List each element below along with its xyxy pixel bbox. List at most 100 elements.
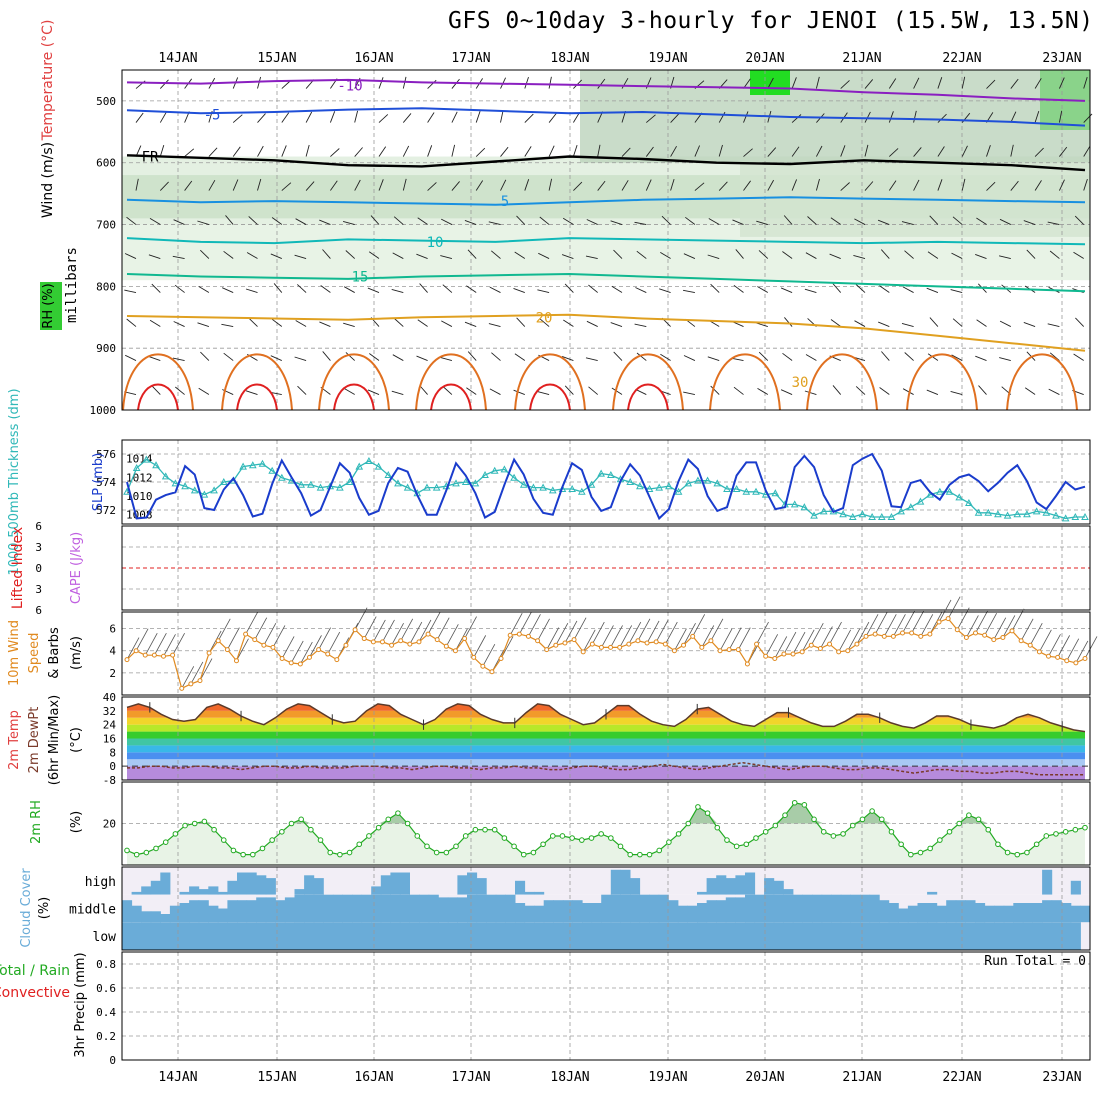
cloud-bar-middle — [1061, 903, 1072, 923]
cloud-bar-middle — [553, 900, 564, 923]
cloud-bar-middle — [380, 894, 391, 923]
wind-barb — [148, 254, 161, 259]
thickness-point — [665, 482, 673, 490]
cloud-bar-low — [773, 922, 784, 950]
wind-barb — [782, 352, 793, 361]
wind10-point — [443, 643, 449, 649]
rh2m-point — [462, 833, 469, 839]
ylabel-temperature: Temperature (°C) — [40, 20, 56, 142]
wind-barb — [1075, 317, 1085, 327]
wind-barb — [1073, 251, 1084, 259]
thickness-point — [868, 512, 876, 520]
rh2m-point — [849, 822, 856, 829]
wind-barb — [466, 387, 477, 395]
wind-barb — [597, 180, 606, 191]
rh2m-point — [588, 835, 595, 841]
wind10-barb — [883, 614, 897, 637]
rh2m-line — [126, 802, 1086, 856]
wind10-barb — [756, 621, 769, 645]
wind-barb — [475, 180, 484, 191]
cloud-bar-low — [984, 922, 995, 950]
cloud-bar-low — [390, 922, 401, 950]
wind10-point — [973, 630, 979, 636]
cloud-bar-high — [198, 889, 209, 895]
rh2m-point — [433, 849, 440, 856]
rh2m-point — [666, 839, 672, 845]
wind-barb — [126, 318, 137, 327]
rh2m-point — [414, 833, 421, 839]
rh2m-point — [317, 837, 324, 843]
wind10-barb — [518, 611, 532, 635]
wind10-tick-label: 4 — [109, 645, 116, 658]
wind-barb — [1047, 221, 1060, 225]
thickness-point — [452, 479, 460, 487]
wind-barb — [888, 111, 894, 123]
wind-barb — [986, 181, 996, 191]
cloud-bar-middle — [850, 894, 861, 923]
ylabel-minmax: (6hr Min/Max) — [47, 695, 62, 785]
wind-barb — [670, 113, 680, 123]
wind10-point — [836, 649, 842, 655]
cloud-bar-low — [169, 922, 180, 950]
wind-barb — [1010, 180, 1019, 191]
cloud-bar-low — [438, 922, 449, 950]
rh2m-point — [162, 839, 169, 845]
wind-barb — [467, 249, 477, 259]
cloud-bar-low — [534, 922, 545, 950]
cloud-row-label: middle — [69, 903, 116, 918]
rh2m-point — [714, 824, 721, 831]
cloud-bar-middle — [237, 900, 248, 923]
wind-barb — [295, 218, 307, 225]
wind-barb — [986, 79, 996, 89]
cloud-bar-low — [457, 922, 468, 950]
rh2m-point — [337, 851, 343, 858]
wind-barb — [245, 288, 258, 293]
wind10-point — [635, 638, 641, 644]
thickness-tick-label: 576 — [96, 448, 116, 461]
panel-frame-wind10 — [121, 611, 1091, 696]
thickness-point — [790, 500, 799, 508]
date-label-top: 20JAN — [745, 51, 784, 66]
wind10-point — [188, 681, 194, 687]
date-label-top: 19JAN — [648, 51, 687, 66]
cloud-bar-low — [639, 922, 650, 950]
thickness-point — [839, 510, 847, 518]
wind-barb — [784, 317, 793, 327]
wind-barb — [708, 218, 720, 225]
cloud-bar-low — [840, 922, 851, 950]
wind-barb — [670, 178, 675, 191]
isotherm-FR — [126, 154, 1086, 172]
rh2m-tick-label: 20 — [103, 818, 116, 831]
cloud-bar-low — [725, 922, 736, 950]
wind-barb — [685, 216, 696, 225]
wind-barb — [442, 386, 453, 395]
thickness-point — [432, 483, 441, 491]
wind10-point — [553, 642, 559, 648]
cloud-bar-low — [361, 922, 372, 950]
wind-barb — [451, 181, 460, 191]
cloud-bar-middle — [907, 905, 918, 923]
cloud-bar-middle — [639, 894, 650, 923]
cloud-bar-low — [955, 922, 966, 950]
cloud-bar-low — [265, 922, 276, 950]
thickness-point — [1013, 510, 1022, 518]
cloud-bar-middle — [409, 894, 420, 923]
date-label-bottom: 19JAN — [648, 1070, 687, 1085]
wind-barb — [683, 253, 696, 259]
isotherm-label: -5 — [204, 108, 221, 124]
thickness-point — [461, 477, 470, 485]
wind10-point — [881, 633, 887, 639]
thickness-point — [684, 479, 693, 487]
cloud-bar-middle — [869, 894, 880, 923]
wind-barb — [881, 351, 890, 361]
cloud-bar-low — [716, 922, 727, 950]
cloud-bar-high — [179, 891, 190, 895]
wind-barb — [419, 283, 428, 293]
wind-barb — [500, 146, 509, 157]
wind-barb — [440, 356, 453, 361]
cloud-bar-low — [332, 922, 343, 950]
wind10-barb — [354, 607, 368, 630]
wind-barb — [586, 320, 598, 327]
wind-barb — [427, 79, 437, 89]
temp-tick-label: 32 — [103, 705, 116, 718]
